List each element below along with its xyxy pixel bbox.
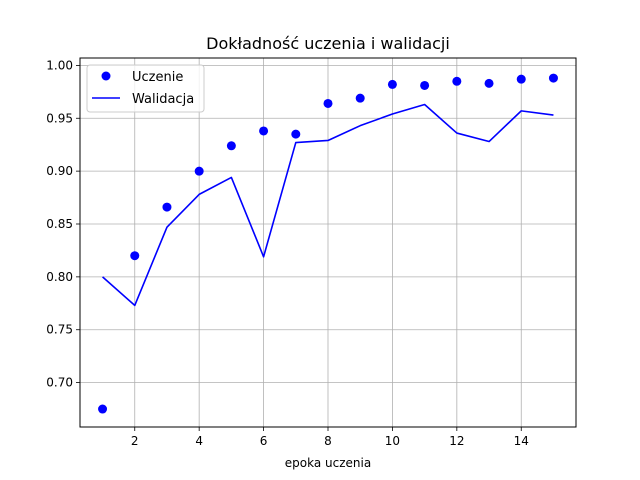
y-tick-label-2: 0.80 [46, 270, 73, 284]
x-tick-label-8: 8 [324, 434, 332, 448]
axis-ticks: 2 4 6 8 10 12 14 0.70 0.75 0.80 0.85 0.90 0.95 1.00 [46, 58, 529, 448]
legend: Uczenie Walidacja [86, 64, 205, 113]
series-layer [98, 73, 558, 414]
data-point-uczenie-4 [194, 166, 204, 176]
chart-title: Dokładność uczenia i walidacji [206, 34, 450, 53]
grid-lines [80, 58, 576, 427]
y-tick-label-0: 0.70 [46, 376, 73, 390]
x-tick-label-10: 10 [385, 434, 400, 448]
data-point-uczenie-10 [387, 79, 397, 89]
y-tick-label-3: 0.85 [46, 217, 73, 231]
y-tick-label-6: 1.00 [46, 58, 73, 72]
y-tick-label-1: 0.75 [46, 323, 73, 337]
data-point-uczenie-11 [420, 80, 430, 90]
x-tick-label-2: 2 [131, 434, 139, 448]
legend-label-walidacja: Walidacja [132, 92, 194, 107]
data-point-uczenie-1 [98, 404, 108, 414]
data-point-uczenie-8 [323, 98, 333, 108]
data-point-uczenie-5 [226, 141, 236, 151]
data-point-uczenie-14 [516, 74, 526, 84]
data-point-uczenie-6 [259, 126, 269, 136]
x-axis-label: epoka uczenia [285, 456, 371, 470]
x-tick-label-14: 14 [514, 434, 529, 448]
series-line-walidacja [102, 103, 554, 307]
y-tick-label-4: 0.90 [46, 164, 73, 178]
data-point-uczenie-9 [355, 93, 365, 103]
legend-box [86, 64, 205, 113]
data-point-uczenie-15 [548, 73, 558, 83]
legend-label-uczenie: Uczenie [132, 70, 183, 85]
data-point-uczenie-2 [130, 251, 140, 261]
data-point-uczenie-13 [484, 78, 494, 88]
x-tick-label-12: 12 [449, 434, 464, 448]
data-point-uczenie-3 [162, 202, 172, 212]
data-point-uczenie-12 [452, 76, 462, 86]
x-tick-label-6: 6 [260, 434, 268, 448]
y-tick-label-5: 0.95 [46, 111, 73, 125]
data-point-uczenie-7 [291, 129, 301, 139]
x-tick-label-4: 4 [195, 434, 203, 448]
legend-marker-uczenie [101, 71, 111, 81]
